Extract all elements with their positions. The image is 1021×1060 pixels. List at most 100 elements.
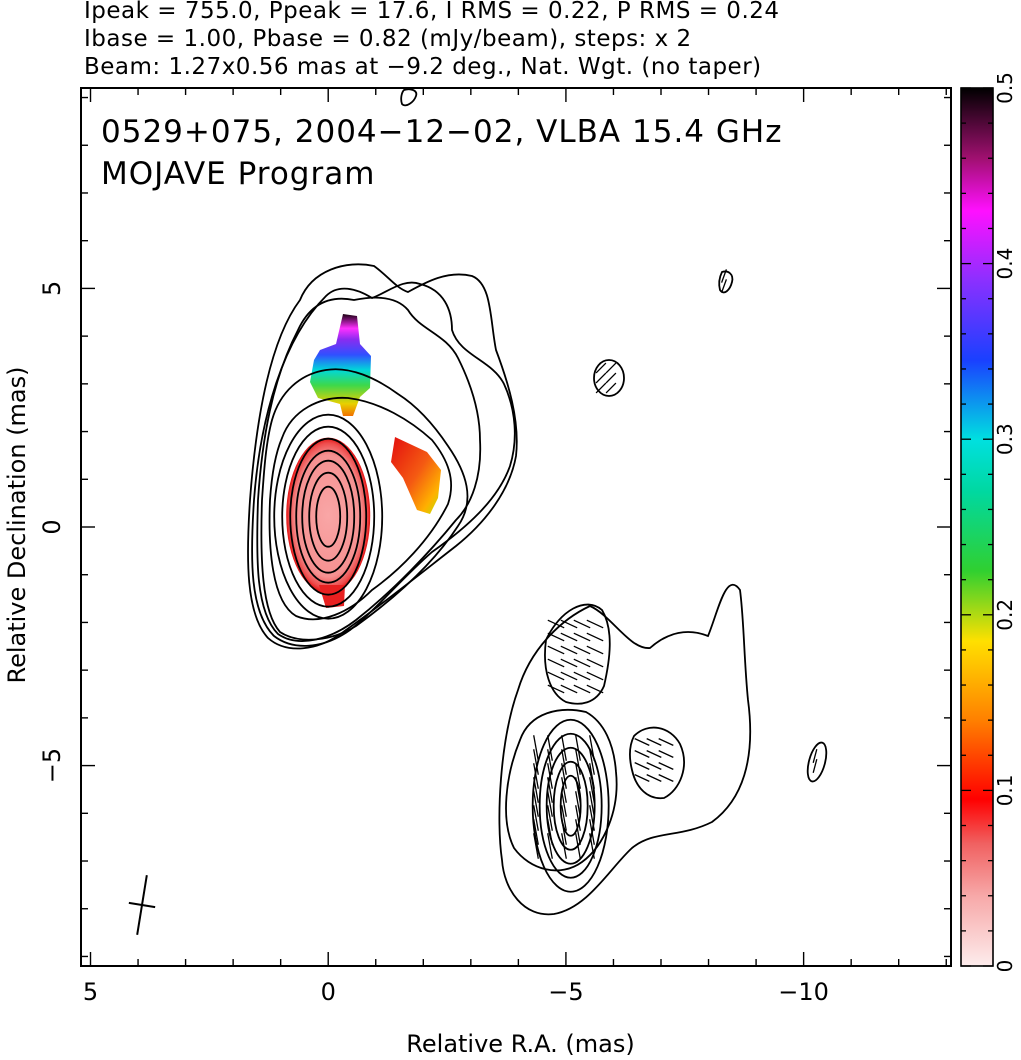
- pol-patch-jet-east: [391, 437, 441, 514]
- evpa-tick: [560, 632, 578, 642]
- evpa-tick: [560, 619, 578, 629]
- evpa-tick: [575, 819, 581, 845]
- evpa-tick: [658, 774, 674, 782]
- evpa-tick: [605, 362, 617, 374]
- y-tick-label: 5: [38, 281, 66, 296]
- polarization-layer: [286, 314, 441, 608]
- colorbar-tick-label: 0.1: [993, 774, 1017, 806]
- pol-patch-jet-north: [310, 314, 371, 416]
- evpa-tick: [589, 791, 595, 817]
- core-contour: [301, 459, 356, 574]
- evpa-tick: [589, 735, 595, 761]
- pol-contour: [628, 726, 685, 800]
- evpa-tick: [547, 749, 553, 775]
- evpa-tick: [547, 735, 553, 761]
- evpa-tick: [589, 777, 595, 803]
- core-contour: [260, 368, 469, 641]
- evpa-tick: [586, 619, 604, 629]
- evpa-tick: [533, 805, 539, 831]
- evpa-tick: [646, 738, 662, 746]
- secondary-contour: [559, 774, 582, 837]
- beam-cross: [128, 875, 156, 935]
- evpa-tick: [812, 749, 818, 763]
- evpa-tick: [561, 749, 567, 775]
- noise-contour: [806, 741, 828, 783]
- evpa-tick: [575, 791, 581, 817]
- evpa-tick: [533, 791, 539, 817]
- beam-minor-axis: [128, 901, 156, 909]
- core-contour: [289, 437, 368, 596]
- evpa-tick: [533, 777, 539, 803]
- noise-contour: [593, 359, 625, 397]
- axis-ticks: [81, 88, 951, 966]
- evpa-tick: [589, 805, 595, 831]
- evpa-tick: [586, 658, 604, 668]
- y-tick-label: −5: [38, 748, 66, 783]
- chart-subtitle: MOJAVE Program: [101, 156, 376, 192]
- evpa-tick: [595, 372, 607, 384]
- pol-contour: [544, 603, 611, 705]
- evpa-tick: [575, 833, 581, 859]
- evpa-tick: [547, 777, 553, 803]
- evpa-tick: [560, 671, 578, 681]
- evpa-tick: [812, 759, 818, 773]
- evpa-tick: [634, 750, 650, 758]
- outer-contour: [498, 583, 752, 916]
- evpa-tick: [589, 749, 595, 775]
- secondary-contour: [552, 760, 589, 851]
- plot-frame: [80, 87, 952, 967]
- evpa-tick: [589, 833, 595, 859]
- pol-patch-core: [286, 437, 371, 594]
- evpa-tick: [646, 750, 662, 758]
- evpa-tick: [575, 777, 581, 803]
- evpa-tick: [547, 658, 565, 668]
- header-line-3: Beam: 1.27x0.56 mas at −9.2 deg., Nat. W…: [84, 54, 762, 80]
- x-tick-label: −10: [778, 978, 829, 1006]
- evpa-tick: [560, 658, 578, 668]
- evpa-tick: [561, 791, 567, 817]
- evpa-tick: [573, 645, 591, 655]
- header-line-2: Ibase = 1.00, Pbase = 0.82 (mJy/beam), s…: [84, 26, 692, 52]
- x-axis-label: Relative R.A. (mas): [406, 1030, 635, 1058]
- colorbar-scale: [961, 88, 993, 966]
- evpa-tick: [533, 833, 539, 859]
- evpa-tick: [561, 735, 567, 761]
- evpa-tick: [533, 819, 539, 845]
- y-tick-label: 0: [38, 519, 66, 534]
- core-contour: [315, 485, 342, 548]
- evpa-tick: [547, 819, 553, 845]
- evpa-tick: [720, 269, 728, 283]
- core-contour: [295, 449, 362, 584]
- evpa-vectors: [533, 269, 818, 859]
- evpa-tick: [646, 762, 662, 770]
- evpa-tick: [547, 632, 565, 642]
- core-contour: [308, 471, 349, 562]
- evpa-tick: [547, 833, 553, 859]
- jet-contour: [247, 263, 518, 650]
- pol-patch-core-tail: [319, 585, 345, 608]
- evpa-tick: [561, 819, 567, 845]
- evpa-tick: [547, 645, 565, 655]
- evpa-tick: [561, 777, 567, 803]
- evpa-tick: [658, 750, 674, 758]
- y-axis-label: Relative Declination (mas): [3, 366, 31, 684]
- core-contour: [268, 396, 452, 621]
- evpa-tick: [595, 362, 607, 374]
- evpa-tick: [586, 645, 604, 655]
- evpa-tick: [561, 805, 567, 831]
- chart-title: 0529+075, 2004−12−02, VLBA 15.4 GHz: [101, 114, 783, 150]
- colorbar-tick-label: 0.3: [993, 423, 1017, 455]
- evpa-tick: [561, 833, 567, 859]
- evpa-tick: [575, 763, 581, 789]
- evpa-tick: [658, 762, 674, 770]
- colorbar-tick-label: 0.4: [993, 248, 1017, 280]
- evpa-tick: [547, 684, 565, 694]
- noise-contour: [400, 88, 418, 107]
- x-tick-label: 5: [83, 978, 98, 1006]
- secondary-contour: [538, 732, 603, 879]
- jet-contour: [256, 296, 482, 642]
- evpa-tick: [720, 279, 728, 293]
- evpa-tick: [547, 619, 565, 629]
- evpa-tick: [547, 805, 553, 831]
